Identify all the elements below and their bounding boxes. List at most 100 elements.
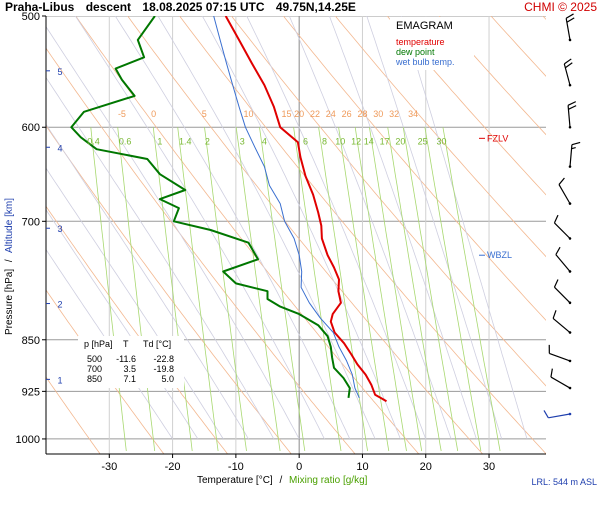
table-header-td: Td [°C] <box>143 339 171 349</box>
mixing-ratio-label: 25 <box>418 136 428 146</box>
wind-barb-dot <box>568 359 571 362</box>
mixing-ratio-label: 17 <box>380 136 390 146</box>
wind-barb-flag <box>566 14 574 18</box>
wind-barb-flag <box>552 215 560 223</box>
wind-barb-flag <box>558 178 566 185</box>
table-header-t: T <box>123 339 129 349</box>
wind-barb-flag <box>572 142 580 146</box>
wind-barb <box>551 215 576 240</box>
isotherm-label: 15 <box>281 109 291 119</box>
pressure-tick-label: 925 <box>22 386 40 398</box>
wind-barb-staff <box>549 353 570 361</box>
wind-barb-flag <box>548 369 555 377</box>
isotherm-label: 28 <box>357 109 367 119</box>
temperature-tick-label: 30 <box>483 461 495 473</box>
temperature-tick-label: 10 <box>356 461 368 473</box>
temperature-tick-label: 0 <box>296 461 302 473</box>
y-axis-title-sep: / <box>4 259 15 262</box>
wind-barb-dot <box>568 38 571 41</box>
table-cell-r2-t: 7.1 <box>123 374 136 384</box>
table-cell-r0-p: 500 <box>87 354 102 364</box>
mixing-ratio-label: 10 <box>335 136 345 146</box>
x-axis-title-sep: / <box>279 475 282 486</box>
fzlv-label: FZLV <box>487 133 508 143</box>
wind-barbs <box>544 14 580 420</box>
wind-barb-flag <box>568 106 576 110</box>
x-axis-title: Temperature [°C] / Mixing ratio [g/kg] <box>197 475 368 486</box>
altitude-tick-label: 5 <box>57 67 62 77</box>
isotherm-label: 32 <box>389 109 399 119</box>
temperature-tick-label: 20 <box>420 461 432 473</box>
mixing-ratio-label: 20 <box>395 136 405 146</box>
mixing-ratio-label: 1 <box>157 136 162 146</box>
temperature-tick-label: -20 <box>165 461 181 473</box>
legend: EMAGRAM temperature dew point wet bulb t… <box>390 17 474 70</box>
wind-barb <box>569 142 581 169</box>
mixing-ratio-label: 0.4 <box>87 136 100 146</box>
legend-item-temperature: temperature <box>396 37 445 47</box>
pressure-tick-label: 1000 <box>16 434 40 446</box>
isotherm-label: 30 <box>373 109 383 119</box>
table-cell-r1-p: 700 <box>87 364 102 374</box>
legend-item-dew-point: dew point <box>396 47 435 57</box>
wind-barb-dot <box>568 84 571 87</box>
wind-barb-flag <box>566 18 574 22</box>
wind-barb <box>562 59 578 87</box>
dry-adiabat <box>595 16 600 454</box>
x-axis-title-temp: Temperature [°C] <box>197 475 273 486</box>
mixing-ratio-label: 12 <box>351 136 361 146</box>
mixing-ratio-label: 2 <box>205 136 210 146</box>
wind-barb <box>564 14 578 42</box>
isotherm-label: 34 <box>408 109 418 119</box>
pressure-tick-label: 600 <box>22 122 40 134</box>
y-axis-title: Pressure [hPa] / Altitude [km] <box>4 198 15 335</box>
table-cell-r2-p: 850 <box>87 374 102 384</box>
title-coords: 49.75N,14.25E <box>276 0 356 14</box>
wind-barb-dot <box>569 165 572 168</box>
mixing-ratio-label: 0.6 <box>119 136 132 146</box>
title-datetime: 18.08.2025 07:15 UTC <box>142 0 264 14</box>
isotherm-label: 24 <box>326 109 336 119</box>
y-axis-title-alt: Altitude [km] <box>4 198 15 253</box>
wind-barb-flag <box>552 279 560 287</box>
dry-adiabat <box>543 16 600 454</box>
isotherm-label: 20 <box>294 109 304 119</box>
wind-barb-staff <box>570 145 572 167</box>
table-cell-r2-td: 5.0 <box>161 374 174 384</box>
pressure-tick-label: 850 <box>22 335 40 347</box>
wind-barb <box>544 406 572 420</box>
wind-barb <box>567 102 579 129</box>
altitude-tick-label: 3 <box>57 224 62 234</box>
altitude-tick-label: 2 <box>57 300 62 310</box>
y-axis-title-pressure: Pressure [hPa] <box>4 269 15 335</box>
wind-barb-staff <box>554 287 570 303</box>
table-cell-r1-td: -19.8 <box>153 364 174 374</box>
wind-barb <box>551 279 576 304</box>
wbzl-label: WBZL <box>487 250 512 260</box>
altitude-tick-label: 4 <box>57 143 62 153</box>
legend-item-wet-bulb: wet bulb temp. <box>395 57 455 67</box>
data-table: p [hPa] T Td [°C] 500 -11.6 -22.8 700 3.… <box>78 336 184 388</box>
mixing-ratio-label: 6 <box>303 136 308 146</box>
table-header-p: p [hPa] <box>84 339 113 349</box>
pressure-tick-label: 700 <box>22 216 40 228</box>
wind-barb <box>548 369 575 390</box>
table-cell-r0-t: -11.6 <box>116 354 136 364</box>
wind-barb-staff <box>551 377 570 388</box>
legend-title: EMAGRAM <box>396 20 453 32</box>
wind-barb-flag <box>551 310 558 318</box>
title-mode: descent <box>86 0 131 14</box>
wind-barb-flag <box>568 102 576 106</box>
temperature-tick-label: -30 <box>101 461 117 473</box>
wind-barb-flag <box>554 247 562 254</box>
mixing-ratio-label: 14 <box>364 136 374 146</box>
wind-barb-staff <box>548 414 570 418</box>
isotherm-label: 10 <box>244 109 254 119</box>
isotherm-label: -5 <box>118 109 126 119</box>
table-cell-r1-t: 3.5 <box>123 364 136 374</box>
mixing-ratio-label: 1.4 <box>179 136 192 146</box>
pressure-tick-label: 500 <box>22 11 40 23</box>
mixing-ratio-label: 8 <box>322 136 327 146</box>
wind-barb-staff <box>553 318 570 332</box>
